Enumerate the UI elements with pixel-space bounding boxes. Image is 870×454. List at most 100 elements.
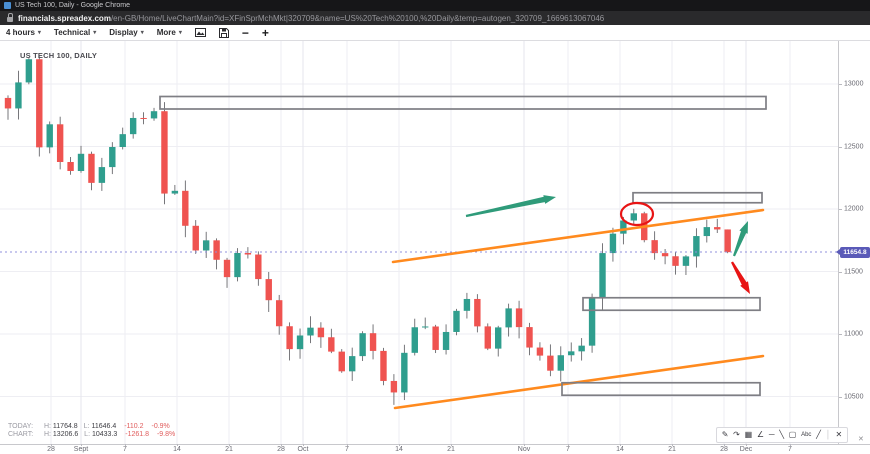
green-arrow-annotation[interactable] [465, 195, 556, 218]
axis-corner [838, 444, 870, 454]
x-tick-mark [281, 444, 282, 446]
y-tick-mark [839, 334, 842, 335]
candle-body [234, 253, 241, 278]
lock-icon[interactable] [7, 12, 13, 22]
address-text[interactable]: financials.spreadex.com/en-GB/Home/LiveC… [18, 14, 604, 23]
x-tick-mark [746, 444, 747, 446]
x-tick-mark [620, 444, 621, 446]
candle-body [275, 300, 283, 327]
x-tick-mark [790, 444, 791, 446]
candle-body [328, 337, 335, 352]
x-tick-mark [51, 444, 52, 446]
more-dropdown[interactable]: More ▾ [157, 28, 182, 37]
url-domain: financials.spreadex.com [18, 13, 111, 23]
save-icon[interactable] [218, 27, 229, 38]
highlight-ellipse-annotation[interactable] [619, 201, 655, 227]
candle-body [4, 97, 12, 109]
timeframe-dropdown[interactable]: 4 hours ▾ [6, 28, 41, 37]
trendline-tool-icon[interactable]: ╲ [779, 430, 785, 439]
browser-url-bar[interactable]: financials.spreadex.com/en-GB/Home/LiveC… [0, 11, 870, 25]
today-high: 11764.8 [52, 423, 78, 430]
technical-label: Technical [53, 28, 91, 37]
more-label: More [156, 28, 176, 37]
x-tick-mark [81, 444, 82, 446]
candle-body [255, 254, 262, 280]
red-arrow-annotation[interactable] [731, 261, 750, 295]
export-image-icon[interactable] [194, 28, 206, 37]
chart-canvas[interactable] [0, 41, 838, 444]
green-arrow-annotation[interactable] [733, 221, 748, 257]
candle-body [88, 153, 95, 183]
candle-body [609, 233, 617, 254]
x-tick-mark [177, 444, 178, 446]
chart-low: 10433.3 [91, 431, 118, 438]
zoom-out-button[interactable]: − [241, 25, 249, 40]
candle-body [317, 327, 325, 338]
candle-body [25, 59, 33, 83]
chevron-down-icon: ▾ [93, 30, 97, 36]
zone-box-annotation[interactable] [632, 191, 763, 204]
pen-tool-icon[interactable]: ✎ [721, 430, 729, 439]
x-tick-label: 14 [173, 446, 181, 453]
x-tick-label: Nov [517, 446, 531, 453]
candle-body [359, 333, 366, 357]
text-tool-icon[interactable]: Abc [801, 432, 812, 438]
candle-body [578, 345, 585, 352]
price-axis[interactable]: 11654.8 13000 12500 12000 11500 11000 10500 [836, 41, 870, 444]
zone-box-annotation[interactable] [159, 95, 767, 110]
display-dropdown[interactable]: Display ▾ [109, 28, 143, 37]
candle-body [484, 326, 491, 349]
x-tick-mark [399, 444, 400, 446]
grid-tool-icon[interactable]: ▦ [744, 430, 753, 439]
rectangle-tool-icon[interactable]: ▢ [788, 430, 797, 439]
x-tick-label: Sept [73, 446, 89, 453]
candle-body [474, 298, 481, 327]
candle-body [77, 153, 85, 172]
candle-body [338, 351, 345, 372]
candle-body [599, 253, 606, 299]
candle-body [15, 82, 22, 109]
candle-body [307, 327, 314, 336]
candle-body [422, 326, 429, 328]
date-axis[interactable]: 28 Sept 7 14 21 28 Oct 7 14 21 Nov 7 14 21 28 Dec 7 [0, 444, 838, 454]
candle-body [724, 229, 731, 253]
candle-body [98, 167, 106, 183]
y-tick-mark [839, 271, 842, 273]
hline-tool-icon[interactable]: ─ [768, 430, 775, 439]
y-tick-label: 12000 [844, 205, 864, 213]
chart-change: -1261.8 [125, 431, 149, 438]
angle-tool-icon[interactable]: ∠ [756, 430, 765, 439]
candle-body [348, 356, 356, 372]
candle-body [526, 327, 533, 348]
candle-body [265, 279, 272, 301]
low-label: L: [84, 431, 91, 438]
y-tick-label: 12500 [844, 143, 864, 150]
technical-dropdown[interactable]: Technical ▾ [54, 28, 96, 37]
chevron-down-icon: ▾ [37, 30, 41, 36]
today-low: 11646.4 [91, 423, 117, 430]
x-tick-mark [347, 444, 348, 446]
toolbar-separator: │ [825, 430, 831, 439]
candle-body [682, 256, 690, 266]
chart-stats-row: CHART: H: 13206.6 L: 10433.3 -1261.8 -9.… [8, 431, 175, 439]
close-icon[interactable]: ✕ [858, 436, 864, 443]
x-tick-label: 14 [616, 446, 624, 453]
zoom-in-button[interactable]: + [261, 25, 269, 40]
chevron-down-icon: ▾ [140, 30, 144, 36]
candle-body [56, 124, 64, 162]
zone-box-annotation[interactable] [582, 296, 761, 312]
zone-box-annotation[interactable] [561, 381, 761, 397]
candle-body [505, 308, 512, 328]
line-tool-icon[interactable]: ╱ [816, 430, 821, 439]
candle-body [630, 213, 637, 221]
candle-body [693, 236, 700, 257]
candle-body [442, 331, 450, 350]
polyline-tool-icon[interactable]: ↷ [733, 430, 740, 439]
x-tick-label: 28 [277, 446, 285, 453]
y-tick-label: 11500 [844, 268, 863, 275]
trendline-annotation[interactable] [391, 208, 765, 264]
candle-body [36, 59, 43, 148]
close-drawbar-icon[interactable]: ✕ [835, 430, 843, 439]
today-change: -110.2 [124, 423, 144, 430]
browser-title-bar: US Tech 100, Daily - Google Chrome [0, 0, 870, 11]
